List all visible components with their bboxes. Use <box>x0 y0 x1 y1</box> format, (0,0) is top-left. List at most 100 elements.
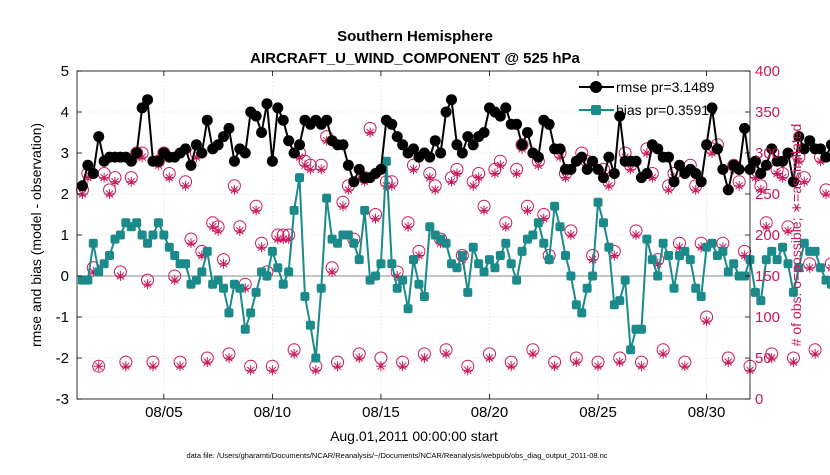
bias-point <box>685 255 695 265</box>
y-tick-label: 2 <box>61 186 69 203</box>
obs-assimilated-point <box>777 172 788 183</box>
footnote: data file: /Users/gharamti/Documents/NCA… <box>186 451 607 460</box>
bias-point <box>756 296 766 306</box>
obs-assimilated-point <box>289 348 300 359</box>
obs-assimilated-point <box>370 213 381 224</box>
asterisk-stroke <box>355 354 364 362</box>
obs-assimilated-point <box>147 361 158 372</box>
x-tick-label: 08/20 <box>471 404 509 421</box>
bias-point <box>137 230 147 240</box>
rmse-point <box>196 147 208 159</box>
rmse-point <box>131 147 143 159</box>
obs-assimilated-point <box>424 172 435 183</box>
rmse-point <box>630 155 642 167</box>
asterisk-stroke <box>664 186 673 194</box>
rmse-point <box>706 102 718 114</box>
bias-point <box>593 197 603 207</box>
rmse-point <box>804 135 816 147</box>
asterisk-stroke <box>268 366 277 375</box>
asterisk-stroke <box>659 350 668 358</box>
rmse-point <box>543 118 555 130</box>
bias-point <box>707 238 717 248</box>
asterisk-stroke <box>225 354 233 362</box>
bias-point <box>598 218 608 228</box>
asterisk-stroke <box>203 358 212 366</box>
rmse-point <box>608 168 620 179</box>
asterisk-stroke <box>724 358 733 366</box>
bias-point <box>170 251 180 260</box>
bias-point <box>544 255 554 265</box>
obs-assimilated-point <box>120 361 131 372</box>
legend-rmse-marker <box>590 81 602 93</box>
obs-assimilated-point <box>571 357 582 368</box>
asterisk-stroke <box>501 222 510 231</box>
bias-point <box>360 205 370 215</box>
bias-point <box>181 259 191 269</box>
asterisk-stroke <box>105 190 114 198</box>
bias-point <box>767 246 777 256</box>
bias-point <box>295 173 305 183</box>
rmse-point <box>701 139 713 151</box>
bias-point <box>550 201 560 211</box>
asterisk-stroke <box>295 153 304 161</box>
obs-assimilated-point <box>93 361 104 372</box>
asterisk-stroke <box>637 362 646 371</box>
asterisk-stroke <box>344 186 353 194</box>
obs-assimilated-point <box>299 160 310 171</box>
bias-point <box>539 238 549 248</box>
rmse-point <box>348 176 360 188</box>
bias-point <box>322 193 332 203</box>
bias-point <box>653 271 663 281</box>
bias-point <box>425 222 435 232</box>
right-axis-ticks: 0 50 100 150 200 250 300 350 400 <box>745 63 780 408</box>
bias-point <box>289 205 299 215</box>
asterisk-stroke <box>219 259 228 268</box>
y-tick-label-right: 200 <box>755 227 780 244</box>
x-tick-label: 08/25 <box>579 404 617 421</box>
bias-point <box>474 259 484 269</box>
bias-point <box>658 238 668 248</box>
rmse-point <box>136 102 148 114</box>
rmse-point <box>266 155 278 167</box>
asterisk-stroke <box>523 206 532 215</box>
obs-assimilated-point <box>104 189 115 199</box>
obs-assimilated-point <box>484 353 495 363</box>
rmse-point <box>749 155 761 167</box>
rmse-point <box>190 139 202 151</box>
bias-point <box>506 259 516 269</box>
obs-assimilated-point <box>207 221 218 232</box>
bias-point <box>783 259 793 269</box>
asterisk-stroke <box>111 177 119 186</box>
bias-point <box>528 230 538 240</box>
obs-assimilated-point <box>755 184 766 195</box>
obs-assimilated-point <box>506 361 517 372</box>
y-tick-label: 4 <box>61 104 69 121</box>
asterisk-stroke <box>290 350 298 358</box>
rmse-point <box>733 163 745 175</box>
left-axis-ticks: -3 -2 -1 0 1 2 3 4 5 <box>56 63 82 408</box>
y-tick-label-right: 300 <box>755 145 780 162</box>
rmse-point <box>467 139 479 151</box>
bias-point <box>571 300 581 310</box>
rmse-point <box>695 176 707 188</box>
obs-assimilated-point <box>473 172 484 183</box>
asterisk-stroke <box>626 165 635 174</box>
obs-assimilated-point <box>109 176 120 187</box>
obs-assimilated-point <box>403 221 414 232</box>
bias-point <box>153 218 163 228</box>
obs-assimilated-point <box>305 164 316 175</box>
bias-point <box>636 324 646 334</box>
asterisk-stroke <box>605 181 613 190</box>
rmse-point <box>511 118 523 130</box>
rmse-point <box>793 131 805 143</box>
bias-point <box>615 296 625 306</box>
obs-assimilated-point <box>603 180 614 191</box>
bias-point <box>240 324 250 334</box>
obs-assimilated-point <box>631 230 642 240</box>
rmse-point <box>408 143 419 155</box>
rmse-point <box>668 176 680 188</box>
bias-point <box>376 259 386 269</box>
obs-assimilated-point <box>658 348 669 359</box>
rmse-series <box>76 94 830 196</box>
asterisk-stroke <box>230 186 239 194</box>
